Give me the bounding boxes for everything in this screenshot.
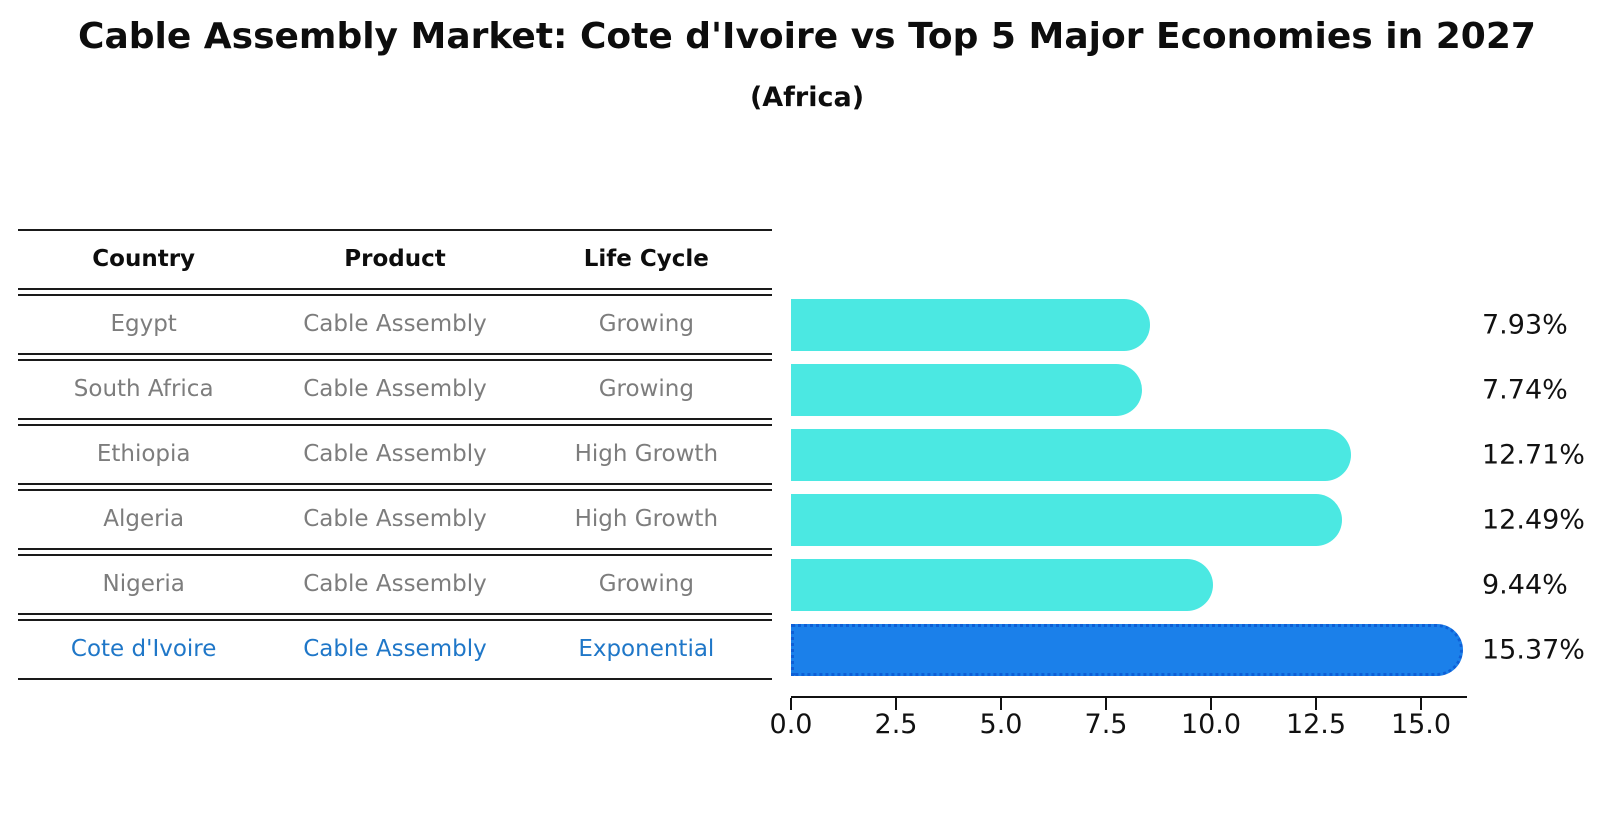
- cell-product: Cable Assembly: [303, 571, 487, 597]
- bar-nigeria: [791, 559, 1213, 611]
- bar-algeria: [791, 494, 1342, 546]
- value-label-south-africa: 7.74%: [1482, 374, 1568, 406]
- x-axis-tick: [1105, 698, 1107, 710]
- value-label-algeria: 12.49%: [1482, 504, 1585, 536]
- table-row-egypt: Egypt Cable Assembly Growing: [18, 294, 772, 355]
- x-axis-tick: [1315, 698, 1317, 710]
- column-header-country: Country: [92, 246, 196, 272]
- bar-cote-divoire-highlight: [791, 624, 1463, 676]
- value-label-ethiopia: 12.71%: [1482, 439, 1585, 471]
- table-row-nigeria: Nigeria Cable Assembly Growing: [18, 554, 772, 615]
- x-axis-tick: [895, 698, 897, 710]
- x-axis-tick-label: 15.0: [1390, 709, 1452, 740]
- cell-life-cycle: Growing: [598, 376, 694, 402]
- x-axis-tick: [1210, 698, 1212, 710]
- bar-south-africa: [791, 364, 1142, 416]
- x-axis-tick-label: 10.0: [1180, 709, 1242, 740]
- cell-country: South Africa: [73, 376, 214, 402]
- cell-life-cycle: High Growth: [574, 441, 719, 467]
- bar-ethiopia: [791, 429, 1351, 481]
- table-row-cote-divoire: Cote d'Ivoire Cable Assembly Exponential: [18, 619, 772, 680]
- page-title: Cable Assembly Market: Cote d'Ivoire vs …: [78, 16, 1536, 57]
- comparison-table: Country Product Life Cycle Egypt Cable A…: [18, 229, 772, 684]
- cell-country: Egypt: [110, 311, 177, 337]
- column-header-life-cycle: Life Cycle: [583, 246, 709, 272]
- table-header-row: Country Product Life Cycle: [18, 229, 772, 290]
- x-axis-tick-label: 7.5: [1084, 709, 1128, 740]
- cell-product: Cable Assembly: [303, 376, 487, 402]
- cell-life-cycle: Growing: [598, 571, 694, 597]
- column-header-product: Product: [344, 246, 446, 272]
- cell-life-cycle: High Growth: [574, 506, 719, 532]
- cell-product: Cable Assembly: [303, 506, 487, 532]
- cell-country: Ethiopia: [96, 441, 191, 467]
- cell-country: Algeria: [103, 506, 185, 532]
- x-axis-tick-label: 2.5: [874, 709, 918, 740]
- table-row-algeria: Algeria Cable Assembly High Growth: [18, 489, 772, 550]
- x-axis-tick: [1420, 698, 1422, 710]
- cell-product: Cable Assembly: [303, 636, 487, 662]
- value-label-nigeria: 9.44%: [1482, 569, 1568, 601]
- table-row-ethiopia: Ethiopia Cable Assembly High Growth: [18, 424, 772, 485]
- cell-life-cycle: Exponential: [578, 636, 715, 662]
- x-axis-tick-label: 12.5: [1285, 709, 1347, 740]
- page-subtitle: (Africa): [749, 82, 865, 113]
- cell-country: Cote d'Ivoire: [70, 636, 217, 662]
- cell-country: Nigeria: [102, 571, 185, 597]
- bar-egypt: [791, 299, 1150, 351]
- x-axis-tick: [790, 698, 792, 710]
- table-row-south-africa: South Africa Cable Assembly Growing: [18, 359, 772, 420]
- x-axis-tick: [1000, 698, 1002, 710]
- cell-product: Cable Assembly: [303, 311, 487, 337]
- value-label-egypt: 7.93%: [1482, 309, 1568, 341]
- x-axis-tick-label: 5.0: [979, 709, 1023, 740]
- value-label-cote-divoire: 15.37%: [1482, 634, 1585, 666]
- x-axis-tick-label: 0.0: [769, 709, 813, 740]
- x-axis-line: [791, 696, 1467, 698]
- cell-life-cycle: Growing: [598, 311, 694, 337]
- cell-product: Cable Assembly: [303, 441, 487, 467]
